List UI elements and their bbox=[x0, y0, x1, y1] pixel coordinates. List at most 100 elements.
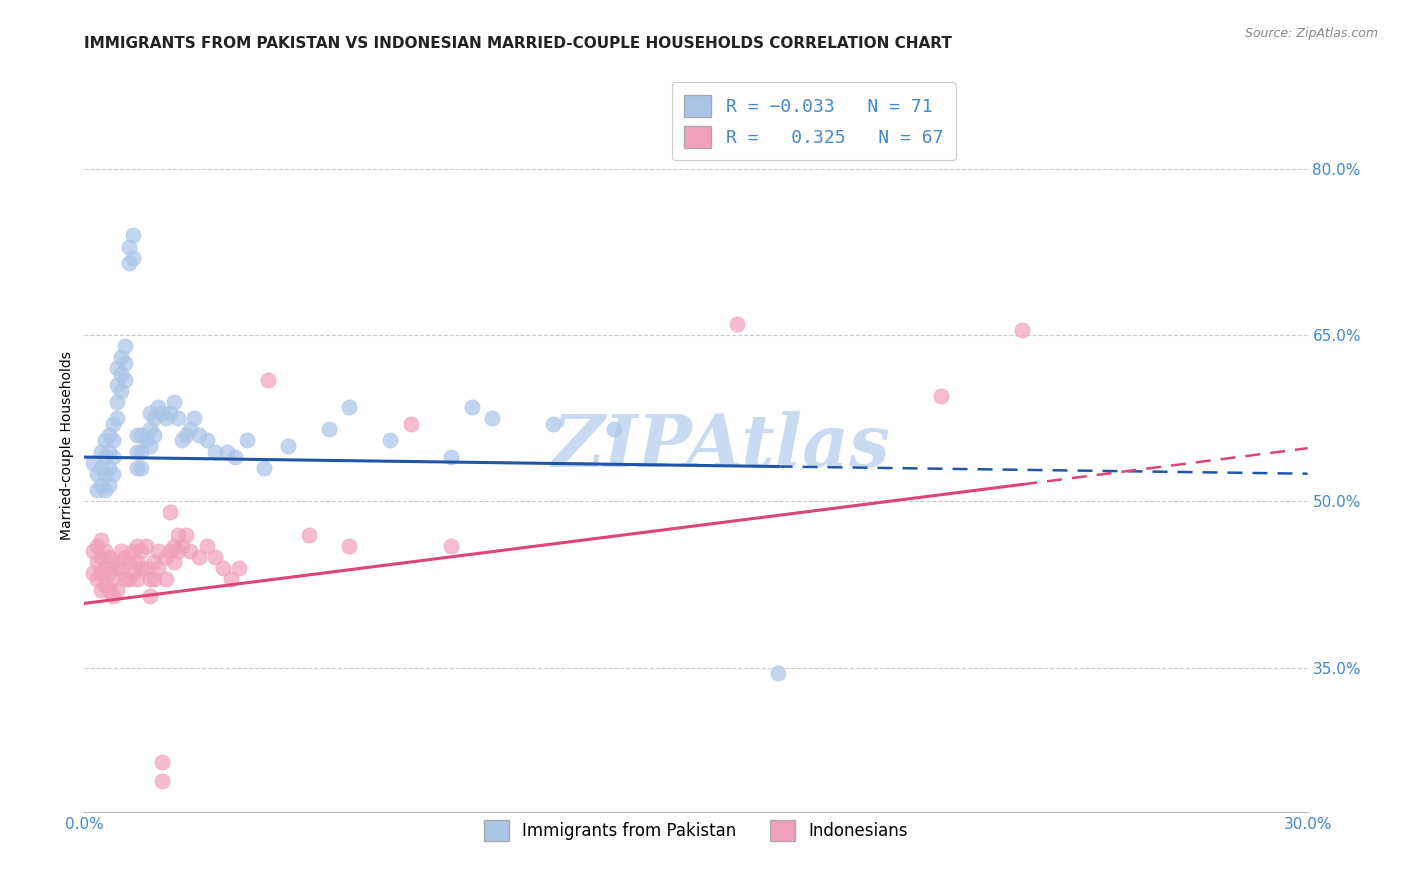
Point bbox=[440, 450, 463, 464]
Point bbox=[481, 411, 503, 425]
Point bbox=[110, 351, 132, 365]
Point bbox=[101, 417, 124, 431]
Point bbox=[105, 411, 128, 425]
Point bbox=[105, 378, 128, 392]
Point bbox=[105, 583, 128, 598]
Point bbox=[122, 228, 145, 243]
Point bbox=[461, 401, 484, 415]
Point bbox=[131, 561, 153, 575]
Point bbox=[146, 544, 169, 558]
Point bbox=[97, 566, 120, 581]
Point bbox=[105, 561, 128, 575]
Point bbox=[101, 555, 124, 569]
Point bbox=[114, 339, 136, 353]
Point bbox=[253, 461, 276, 475]
Point bbox=[298, 527, 321, 541]
Point bbox=[204, 549, 226, 564]
Point bbox=[135, 561, 157, 575]
Point bbox=[543, 417, 565, 431]
Point bbox=[93, 544, 115, 558]
Point bbox=[101, 434, 124, 448]
Point bbox=[90, 583, 112, 598]
Point bbox=[97, 477, 120, 491]
Point bbox=[318, 422, 340, 436]
Point bbox=[127, 572, 149, 586]
Point bbox=[380, 434, 402, 448]
Point bbox=[725, 317, 748, 331]
Point bbox=[93, 577, 115, 591]
Point bbox=[155, 549, 177, 564]
Point bbox=[97, 583, 120, 598]
Point bbox=[172, 539, 194, 553]
Point bbox=[159, 506, 181, 520]
Point bbox=[138, 572, 160, 586]
Point bbox=[122, 566, 145, 581]
Point bbox=[114, 549, 136, 564]
Point bbox=[101, 467, 124, 481]
Point bbox=[118, 572, 141, 586]
Point bbox=[167, 544, 190, 558]
Point bbox=[179, 544, 201, 558]
Point bbox=[122, 544, 145, 558]
Point bbox=[105, 361, 128, 376]
Point bbox=[142, 572, 165, 586]
Point bbox=[339, 401, 361, 415]
Point bbox=[172, 434, 194, 448]
Point bbox=[90, 549, 112, 564]
Point bbox=[97, 444, 120, 458]
Point bbox=[90, 444, 112, 458]
Point bbox=[114, 572, 136, 586]
Point bbox=[93, 450, 115, 464]
Point bbox=[150, 406, 173, 420]
Point bbox=[97, 461, 120, 475]
Point bbox=[90, 477, 112, 491]
Point bbox=[127, 539, 149, 553]
Point bbox=[131, 428, 153, 442]
Point bbox=[339, 539, 361, 553]
Point bbox=[127, 555, 149, 569]
Point bbox=[217, 444, 239, 458]
Point bbox=[440, 539, 463, 553]
Point bbox=[138, 422, 160, 436]
Point bbox=[236, 434, 259, 448]
Point bbox=[150, 773, 173, 788]
Point bbox=[163, 394, 186, 409]
Legend: Immigrants from Pakistan, Indonesians: Immigrants from Pakistan, Indonesians bbox=[478, 814, 914, 847]
Point bbox=[90, 566, 112, 581]
Point bbox=[122, 251, 145, 265]
Point bbox=[127, 428, 149, 442]
Point bbox=[101, 450, 124, 464]
Point bbox=[603, 422, 626, 436]
Point bbox=[167, 527, 190, 541]
Point bbox=[399, 417, 422, 431]
Point bbox=[174, 428, 197, 442]
Point bbox=[97, 549, 120, 564]
Point bbox=[1011, 323, 1033, 337]
Point bbox=[82, 456, 104, 470]
Point bbox=[212, 561, 235, 575]
Text: IMMIGRANTS FROM PAKISTAN VS INDONESIAN MARRIED-COUPLE HOUSEHOLDS CORRELATION CHA: IMMIGRANTS FROM PAKISTAN VS INDONESIAN M… bbox=[84, 36, 952, 51]
Point bbox=[277, 439, 299, 453]
Point bbox=[174, 527, 197, 541]
Point bbox=[86, 572, 108, 586]
Point bbox=[135, 539, 157, 553]
Point bbox=[146, 401, 169, 415]
Point bbox=[142, 555, 165, 569]
Point bbox=[138, 439, 160, 453]
Point bbox=[135, 434, 157, 448]
Point bbox=[131, 461, 153, 475]
Point bbox=[86, 483, 108, 498]
Point bbox=[159, 406, 181, 420]
Point bbox=[86, 555, 108, 569]
Point bbox=[118, 239, 141, 253]
Point bbox=[110, 561, 132, 575]
Point bbox=[167, 411, 190, 425]
Point bbox=[90, 533, 112, 548]
Point bbox=[228, 561, 250, 575]
Point bbox=[142, 411, 165, 425]
Point bbox=[86, 467, 108, 481]
Point bbox=[155, 572, 177, 586]
Point bbox=[163, 539, 186, 553]
Point bbox=[187, 549, 209, 564]
Point bbox=[105, 394, 128, 409]
